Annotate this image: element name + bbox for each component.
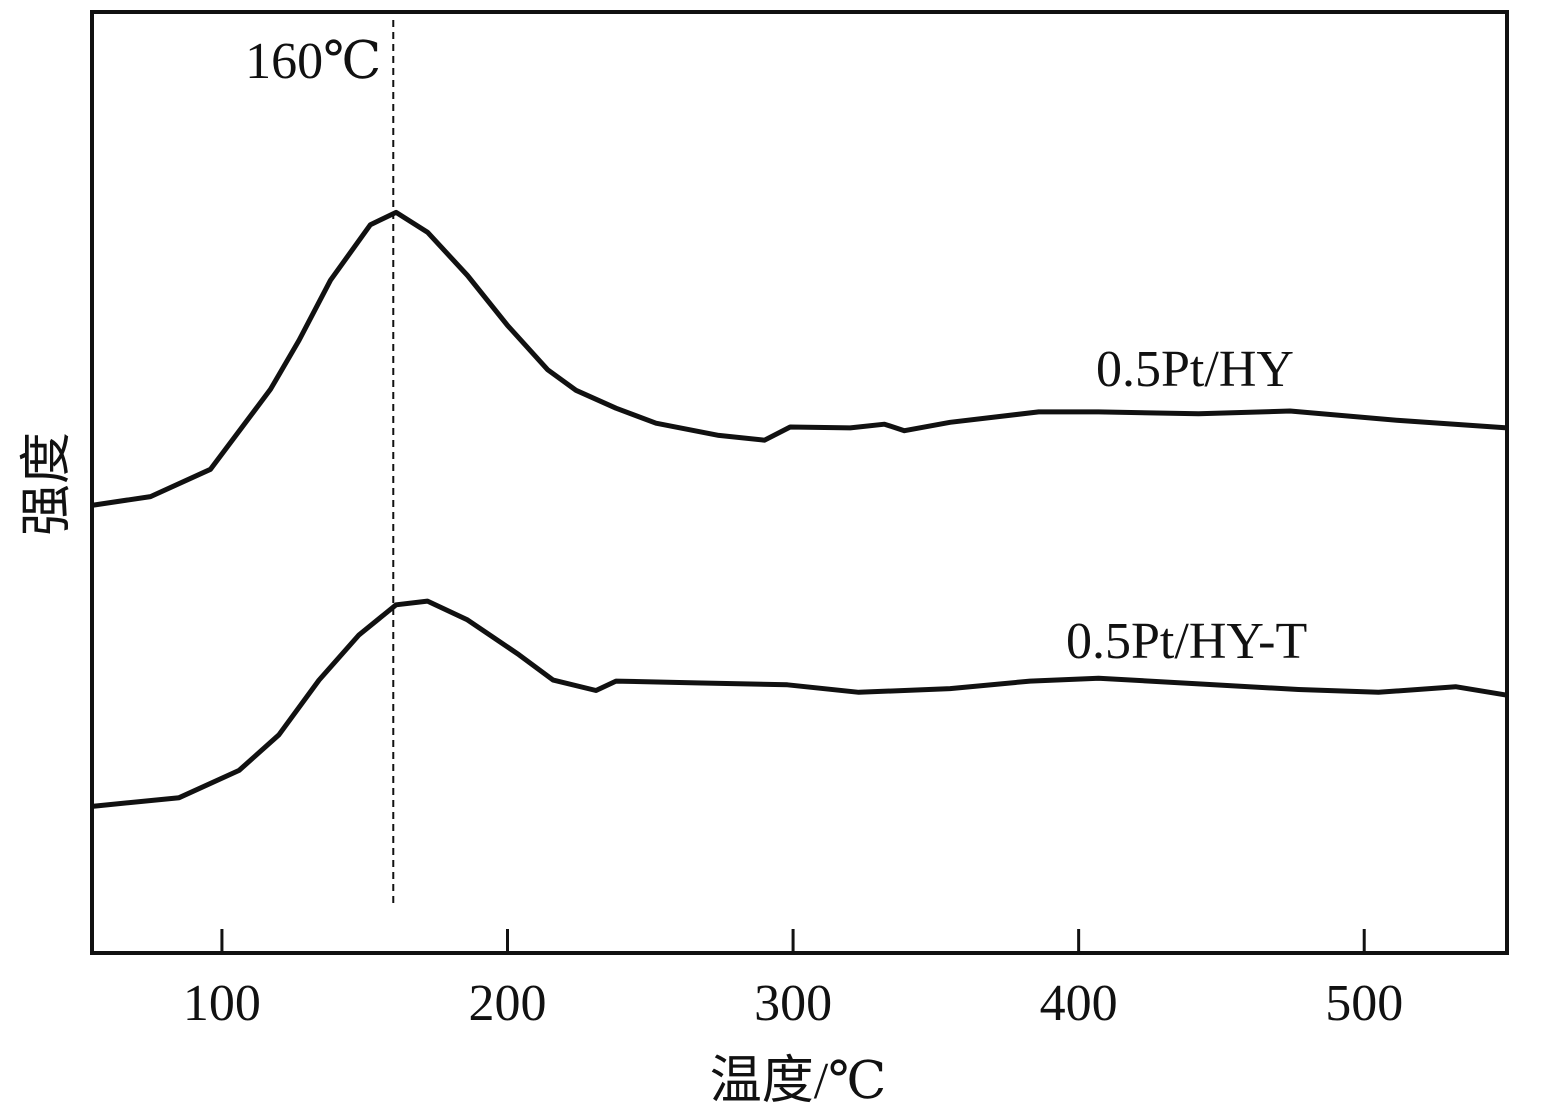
x-tick-label: 100 (183, 975, 261, 1032)
series-line-1 (93, 598, 1508, 809)
x-tick-label: 500 (1325, 975, 1403, 1032)
annotation-label: 160℃ (245, 33, 381, 90)
series-line-0 (93, 209, 1508, 508)
x-axis-label: 温度/℃ (710, 1053, 887, 1109)
y-axis-label: 强度 (19, 432, 76, 536)
plot-frame (90, 10, 1509, 955)
x-tick-label: 300 (754, 975, 832, 1032)
x-tick-label: 200 (469, 975, 547, 1032)
x-tick-label: 400 (1040, 975, 1118, 1032)
series-label-1: 0.5Pt/HY-T (1066, 613, 1307, 670)
series-label-0: 0.5Pt/HY (1096, 341, 1294, 398)
